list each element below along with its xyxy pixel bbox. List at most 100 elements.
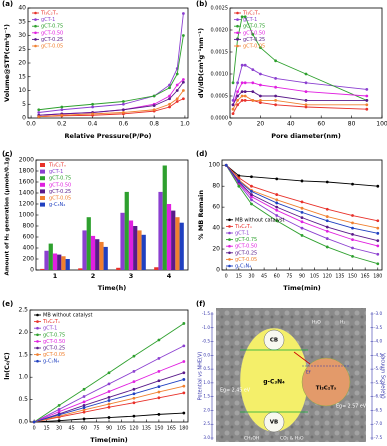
- data-point: [132, 380, 136, 384]
- x-tick-label: 60: [274, 274, 280, 280]
- data-point: [237, 184, 241, 188]
- legend-label: gCT-1: [243, 17, 257, 23]
- data-point: [91, 112, 95, 116]
- data-point: [152, 104, 156, 108]
- legend-label: gCT-0.75: [41, 24, 63, 30]
- cb-label: CB: [270, 338, 278, 344]
- data-point: [57, 410, 61, 414]
- bar: [179, 222, 184, 270]
- y-tick-label: 20: [18, 60, 26, 67]
- legend-marker: [36, 340, 39, 343]
- data-point: [107, 382, 111, 386]
- data-point: [60, 105, 64, 109]
- legend-marker: [34, 38, 37, 41]
- data-point: [231, 112, 235, 115]
- legend-marker: [228, 244, 231, 248]
- y-tick-label: 0: [30, 267, 34, 274]
- data-point: [240, 81, 244, 85]
- x-tick-label: 30: [56, 426, 62, 432]
- series-line: [225, 164, 378, 242]
- bar: [86, 217, 91, 270]
- data-point: [91, 102, 95, 106]
- y-tick-label: 0.5: [18, 396, 28, 403]
- chart-panel: (c) Time(h) Amount of H₂ generation (μmole…: [2, 150, 189, 292]
- legend-label: gCT-1: [49, 169, 63, 175]
- legend-marker: [34, 24, 37, 28]
- data-point: [121, 100, 125, 103]
- data-point: [132, 396, 136, 400]
- bar: [120, 212, 125, 270]
- legend-swatch: [40, 189, 45, 194]
- data-point: [107, 371, 111, 375]
- x-tick-label: 135: [335, 274, 344, 280]
- data-point: [243, 94, 247, 98]
- data-point: [376, 252, 380, 256]
- data-point: [251, 90, 255, 93]
- data-point: [240, 99, 244, 102]
- chart-panel: (b) Pore diameter(nm) dV/dD(cm³g⁻¹nm⁻¹) 0.0…: [196, 0, 387, 140]
- legend-marker: [228, 251, 231, 255]
- scheme-panel: (f) Potential vs NHE(V) Vacuum Scale(eV)…: [196, 300, 386, 442]
- legend-label: gCT-0.25: [243, 37, 265, 43]
- y-tick-label: 0.0: [18, 419, 28, 426]
- bar: [90, 235, 96, 270]
- panel-label: (c): [2, 150, 13, 158]
- y-tick-label: 1400: [19, 190, 34, 197]
- y-axis-label: Amount of H₂ generation (μmole/0.1g): [5, 154, 11, 275]
- data-point: [181, 34, 185, 37]
- data-point: [236, 94, 239, 98]
- data-point: [304, 103, 308, 107]
- y-tick-label: 1.5: [18, 351, 28, 358]
- bar: [57, 254, 62, 270]
- mxene-label: Ti₃C₂Tₓ: [316, 386, 337, 392]
- data-point: [275, 219, 279, 223]
- legend-marker: [34, 11, 37, 15]
- data-point: [231, 103, 235, 107]
- legend-label: gCT-0.75: [243, 24, 265, 30]
- data-point: [274, 103, 277, 107]
- y-tick-label: 2.0: [18, 329, 28, 336]
- y-tick-label: 0.0010: [211, 72, 229, 78]
- data-point: [365, 94, 369, 98]
- data-point: [231, 107, 235, 111]
- x-tick-label: 80: [348, 121, 356, 128]
- legend-marker: [228, 231, 231, 235]
- legend-label: gCT-0.50: [43, 339, 65, 345]
- data-point: [157, 379, 161, 383]
- data-point: [157, 412, 161, 416]
- axis-tick-label: -5.5: [374, 380, 383, 385]
- x-axis-label: Relative Pressure(P/Po): [65, 132, 152, 140]
- data-point: [376, 226, 380, 230]
- axis-tick-label: -5.0: [374, 366, 383, 371]
- data-point: [365, 99, 369, 102]
- y-tick-label: 1200: [19, 201, 34, 208]
- legend-marker: [34, 18, 37, 21]
- legend-marker: [228, 238, 231, 241]
- x-tick-label: 120: [129, 426, 138, 432]
- y-tick-label: 60: [212, 204, 220, 211]
- bar: [116, 267, 121, 270]
- legend-label: gCT-0.50: [243, 30, 265, 36]
- legend-label: gCT-0.25: [49, 189, 71, 195]
- data-point: [82, 400, 86, 404]
- data-point: [259, 72, 262, 76]
- data-point: [274, 85, 277, 89]
- x-tick-label: 105: [117, 426, 126, 432]
- legend-label: Ti₃C₂Tₓ: [48, 163, 66, 169]
- x-tick-label: 180: [373, 274, 382, 280]
- data-point: [300, 220, 304, 224]
- data-point: [304, 81, 308, 85]
- data-point: [376, 262, 380, 266]
- data-point: [275, 177, 279, 181]
- bar: [65, 259, 70, 270]
- legend-label: gCT-0.25: [235, 250, 257, 256]
- vb-label: VB: [270, 420, 278, 426]
- data-point: [351, 182, 354, 186]
- x-tick-label: 60: [81, 426, 87, 432]
- bar: [95, 239, 100, 270]
- data-point: [60, 113, 64, 117]
- data-point: [351, 221, 354, 225]
- x-tick-label: 0.0: [26, 121, 36, 128]
- chart-panel: (e) Time(min) ln(C₀/C) 0.0 0.5 1.0 1.5 2.0 2.5 0 1…: [2, 300, 188, 444]
- y-tick-label: 100: [209, 162, 221, 169]
